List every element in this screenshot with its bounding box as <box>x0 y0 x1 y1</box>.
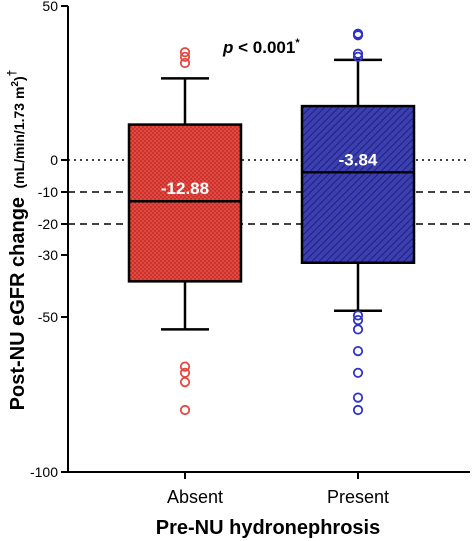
outlier-present-6 <box>352 324 364 335</box>
y-axis-title-unit: (mL/min/1.73 m <box>11 87 27 189</box>
p-value-text: < 0.001 <box>233 38 295 57</box>
outlier-absent-0 <box>179 47 191 58</box>
y-axis-title: Post-NU eGFR change (mL/min/1.73 m2)† <box>5 70 29 411</box>
outlier-present-7 <box>352 345 364 357</box>
boxes-group: -12.88 -3.84 <box>127 58 416 331</box>
y-tick-label-4: -30 <box>38 247 58 263</box>
y-axis-title-main: Post-NU eGFR change <box>7 197 29 410</box>
outlier-absent-5 <box>179 376 191 388</box>
outlier-present-4 <box>352 310 364 321</box>
outlier-absent-6 <box>179 404 191 416</box>
y-tick-label-0: 50 <box>42 0 58 14</box>
y-tick-label-5: -50 <box>38 309 58 325</box>
y-axis-title-dagger: † <box>5 70 19 77</box>
outlier-present-2 <box>352 48 364 59</box>
box-present <box>300 104 416 264</box>
y-axis-title-sup: 2 <box>10 81 21 87</box>
x-category-present: Present <box>327 487 389 507</box>
outlier-absent-1 <box>179 51 191 62</box>
outlier-present-5 <box>352 314 364 326</box>
y-tick-label-2: -10 <box>38 184 58 200</box>
outlier-present-10 <box>352 404 364 416</box>
y-axis-title-close: ) <box>11 76 27 81</box>
box-absent <box>127 123 243 283</box>
outlier-present-3 <box>352 51 364 62</box>
p-value-sup: * <box>295 37 300 49</box>
outlier-absent-2 <box>179 57 191 69</box>
outlier-present-8 <box>352 367 364 378</box>
y-tick-label-6: -100 <box>30 464 58 480</box>
y-ticks: 50 0 -10 -20 -30 -50 -100 <box>30 0 68 480</box>
x-axis-title: Pre-NU hydronephrosis <box>156 517 380 539</box>
outlier-absent-3 <box>179 361 191 372</box>
outlier-present-9 <box>352 392 364 403</box>
p-value-annotation: p < 0.001* <box>222 37 300 57</box>
x-category-absent: Absent <box>167 487 223 507</box>
median-label-present: -3.84 <box>339 150 378 169</box>
y-tick-label-3: -20 <box>38 216 58 232</box>
y-tick-label-1: 0 <box>50 152 58 168</box>
p-value-italic: p <box>222 38 233 57</box>
median-label-absent: -12.88 <box>161 179 209 198</box>
outliers-group <box>179 28 364 416</box>
outlier-present-1 <box>352 30 364 41</box>
outlier-absent-4 <box>179 367 191 378</box>
